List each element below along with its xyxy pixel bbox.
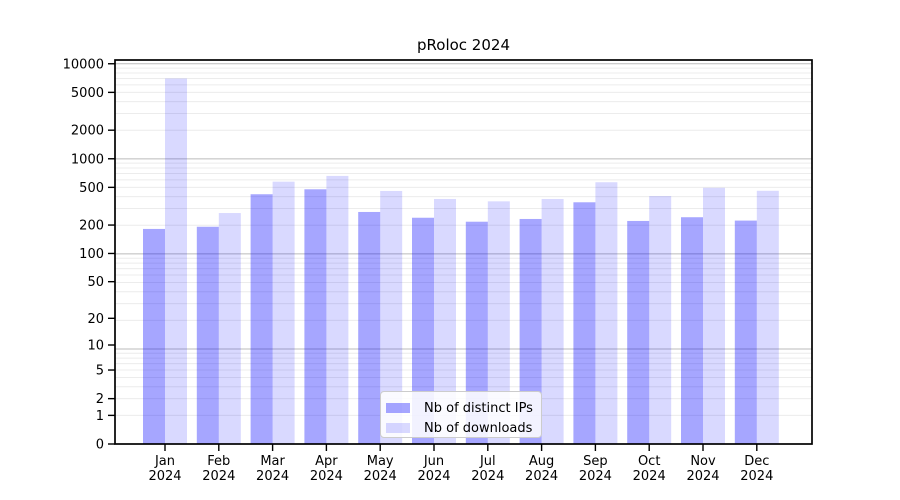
legend-swatch-downloads-icon (386, 423, 410, 433)
x-tick-label-dec: Dec (744, 454, 769, 469)
bar-downloads-sep (595, 182, 618, 445)
x-tick-year-jan: 2024 (148, 469, 181, 484)
y-axis: 0 1 2 5 10 20 50 100 200 500 1000 2000 5000 10000 (63, 57, 115, 453)
bar-downloads-nov (703, 187, 725, 444)
x-tick-year-dec: 2024 (740, 469, 773, 484)
y-tick-label-5: 5 (96, 364, 104, 379)
minor-gridlines (115, 67, 812, 416)
y-tick-label-50: 50 (87, 275, 104, 290)
x-tick-label-jun: Jun (423, 454, 444, 469)
x-tick-year-aug: 2024 (525, 469, 558, 484)
x-tick-year-nov: 2024 (686, 469, 719, 484)
bar-distinct-ips-sep (573, 202, 596, 444)
bar-distinct-ips-jun (412, 217, 434, 444)
y-tick-label-2000: 2000 (71, 124, 104, 139)
major-gridlines (115, 63, 812, 350)
x-tick-label-apr: Apr (315, 454, 338, 469)
bar-downloads-aug (541, 198, 564, 444)
chart-title: pRoloc 2024 (417, 36, 510, 54)
bar-downloads-apr (326, 175, 349, 444)
x-tick-label-aug: Aug (529, 454, 554, 469)
bar-downloads-dec (756, 190, 779, 444)
y-tick-label-200: 200 (79, 219, 104, 234)
x-tick-year-mar: 2024 (256, 469, 289, 484)
bar-distinct-ips-apr (304, 189, 327, 444)
y-tick-label-5000: 5000 (71, 86, 104, 101)
x-tick-year-jul: 2024 (471, 469, 504, 484)
bar-downloads-jan (165, 78, 187, 445)
x-tick-year-jun: 2024 (417, 469, 450, 484)
y-tick-label-100: 100 (79, 247, 104, 262)
bar-downloads-jun (434, 198, 456, 444)
x-tick-year-sep: 2024 (579, 469, 612, 484)
x-tick-label-may: May (367, 454, 394, 469)
x-tick-year-feb: 2024 (202, 469, 235, 484)
legend-label-downloads: Nb of downloads (424, 420, 533, 436)
x-tick-label-nov: Nov (690, 454, 716, 469)
x-tick-label-mar: Mar (260, 454, 285, 469)
bar-distinct-ips-dec (734, 220, 757, 444)
legend-label-distinct-ips: Nb of distinct IPs (424, 400, 533, 416)
y-tick-label-1000: 1000 (71, 152, 104, 167)
y-tick-label-10000: 10000 (63, 57, 104, 72)
x-tick-label-feb: Feb (207, 454, 230, 469)
x-axis: Jan2024Feb2024Mar2024Apr2024May2024Jun20… (148, 444, 773, 484)
y-tick-label-10: 10 (87, 339, 104, 354)
legend-item-downloads: Nb of downloads (381, 418, 541, 438)
bar-distinct-ips-feb (196, 226, 219, 444)
bar-distinct-ips-aug (519, 218, 542, 444)
bar-downloads-oct (649, 196, 672, 444)
bar-downloads-may (380, 190, 403, 444)
y-tick-label-1: 1 (96, 409, 104, 424)
bar-downloads-feb (218, 213, 241, 444)
x-tick-year-oct: 2024 (633, 469, 666, 484)
plot-border (114, 59, 813, 445)
y-tick-label-500: 500 (79, 181, 104, 196)
x-tick-year-may: 2024 (364, 469, 397, 484)
bars (143, 78, 779, 445)
y-tick-label-2: 2 (96, 392, 104, 407)
bar-downloads-jul (487, 201, 510, 444)
bar-distinct-ips-jan (143, 228, 165, 444)
x-tick-label-oct: Oct (638, 454, 660, 469)
bar-distinct-ips-jul (465, 221, 488, 444)
bar-distinct-ips-may (358, 211, 381, 444)
bar-distinct-ips-oct (627, 220, 650, 444)
bar-downloads-mar (272, 181, 295, 445)
bar-distinct-ips-nov (681, 217, 703, 444)
y-tick-label-20: 20 (87, 312, 104, 327)
x-tick-label-sep: Sep (583, 454, 608, 469)
legend-item-distinct-ips: Nb of distinct IPs (381, 398, 541, 418)
y-tick-label-0: 0 (96, 438, 104, 453)
x-tick-year-apr: 2024 (310, 469, 343, 484)
bar-distinct-ips-mar (250, 194, 273, 444)
x-tick-label-jan: Jan (154, 454, 175, 469)
legend-swatch-distinct-ips-icon (386, 403, 410, 413)
legend-box: Nb of distinct IPs Nb of downloads (380, 391, 542, 438)
x-tick-label-jul: Jul (479, 454, 496, 469)
